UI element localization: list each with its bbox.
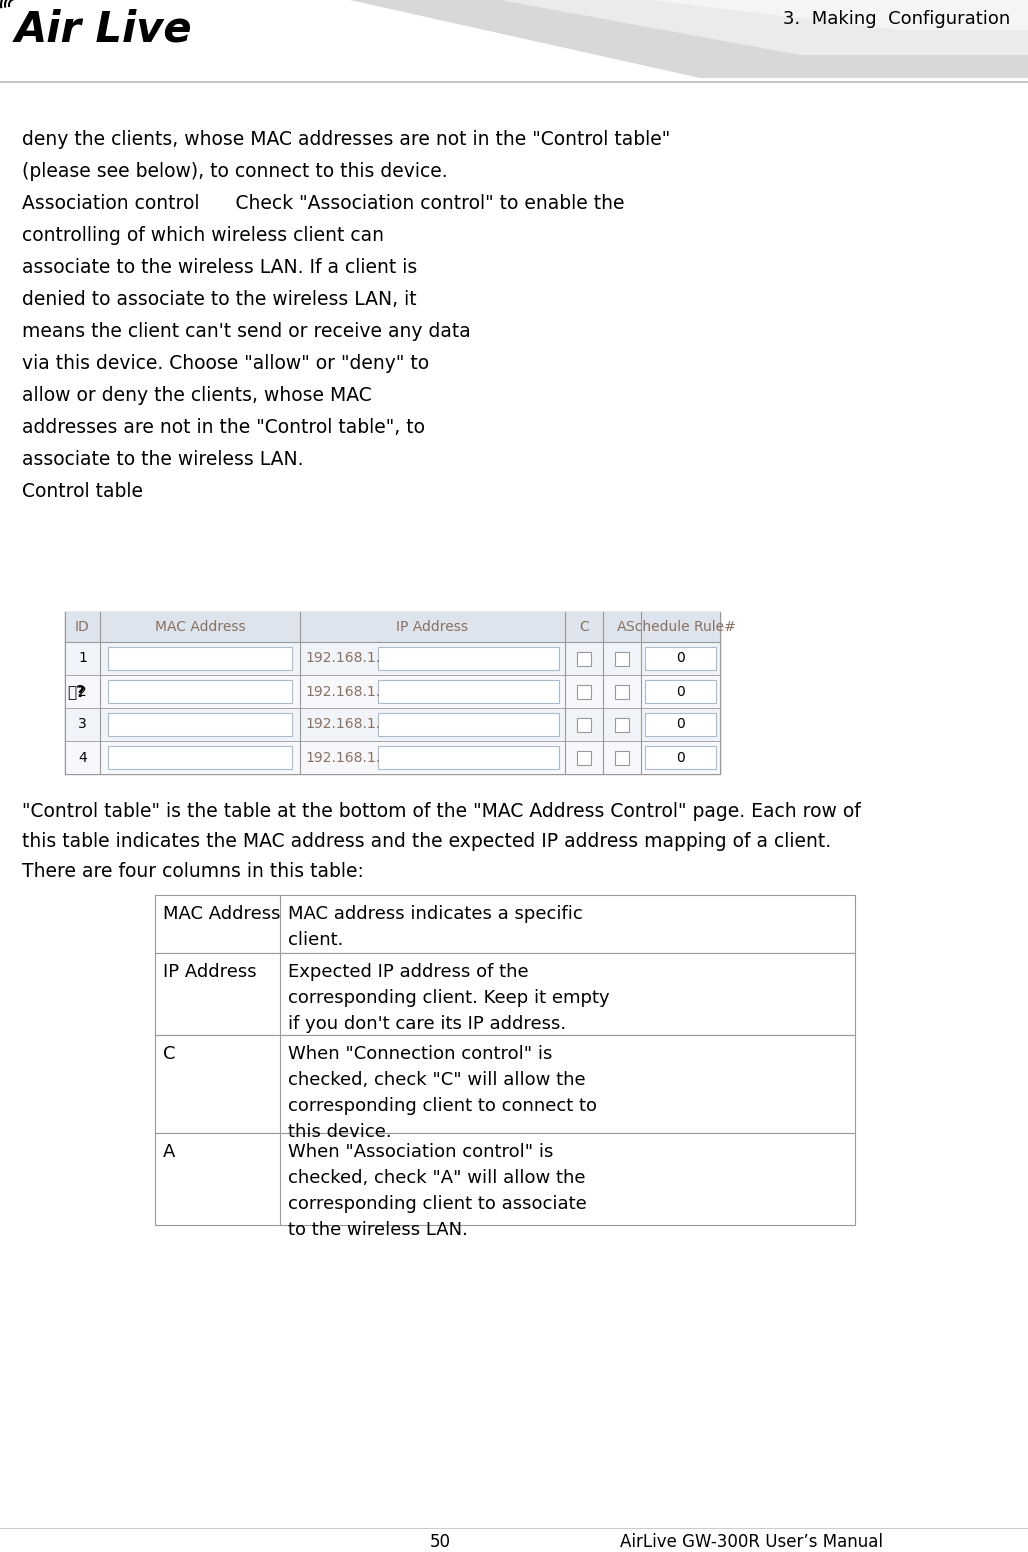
Text: 3.  Making  Configuration: 3. Making Configuration: [782, 9, 1009, 28]
Text: 3: 3: [78, 717, 87, 731]
FancyBboxPatch shape: [577, 684, 591, 698]
Text: associate to the wireless LAN. If a client is: associate to the wireless LAN. If a clie…: [22, 258, 417, 276]
Polygon shape: [650, 0, 1028, 29]
Text: this table indicates the MAC address and the expected IP address mapping of a cl: this table indicates the MAC address and…: [22, 832, 831, 850]
Text: A: A: [617, 619, 627, 635]
Text: MAC address indicates a specific: MAC address indicates a specific: [288, 905, 583, 923]
FancyBboxPatch shape: [615, 751, 629, 765]
Text: 192.168.1.: 192.168.1.: [305, 717, 380, 731]
Text: AirLive GW-300R User’s Manual: AirLive GW-300R User’s Manual: [620, 1533, 883, 1550]
FancyBboxPatch shape: [378, 647, 559, 670]
Text: C: C: [579, 619, 589, 635]
Text: (please see below), to connect to this device.: (please see below), to connect to this d…: [22, 161, 447, 182]
Text: When "Association control" is: When "Association control" is: [288, 1142, 553, 1161]
Text: corresponding client to connect to: corresponding client to connect to: [288, 1097, 597, 1114]
FancyBboxPatch shape: [378, 712, 559, 736]
FancyBboxPatch shape: [65, 611, 720, 774]
FancyBboxPatch shape: [108, 647, 292, 670]
Text: Air Live: Air Live: [15, 8, 192, 50]
FancyBboxPatch shape: [378, 747, 559, 768]
FancyBboxPatch shape: [155, 953, 855, 1035]
FancyBboxPatch shape: [378, 680, 559, 703]
Text: ID: ID: [75, 619, 89, 635]
Text: via this device. Choose "allow" or "deny" to: via this device. Choose "allow" or "deny…: [22, 354, 429, 372]
Text: corresponding client. Keep it empty: corresponding client. Keep it empty: [288, 989, 610, 1007]
FancyBboxPatch shape: [65, 675, 720, 708]
FancyBboxPatch shape: [577, 717, 591, 731]
Text: client.: client.: [288, 931, 343, 948]
Text: associate to the wireless LAN.: associate to the wireless LAN.: [22, 450, 303, 469]
FancyBboxPatch shape: [108, 747, 292, 768]
Text: controlling of which wireless client can: controlling of which wireless client can: [22, 227, 384, 245]
FancyBboxPatch shape: [155, 1035, 855, 1133]
Text: Schedule Rule#: Schedule Rule#: [626, 619, 735, 635]
Text: 4: 4: [78, 751, 87, 765]
FancyBboxPatch shape: [615, 652, 629, 666]
Text: this device.: this device.: [288, 1124, 392, 1141]
Polygon shape: [500, 0, 1028, 54]
Text: addresses are not in the "Control table", to: addresses are not in the "Control table"…: [22, 417, 425, 438]
Text: 192.168.1.: 192.168.1.: [305, 751, 380, 765]
FancyBboxPatch shape: [65, 643, 720, 675]
Text: Control table: Control table: [22, 483, 143, 501]
Text: 0: 0: [676, 717, 685, 731]
Text: MAC Address: MAC Address: [154, 619, 246, 635]
FancyBboxPatch shape: [108, 680, 292, 703]
FancyBboxPatch shape: [645, 647, 715, 670]
Text: MAC Address: MAC Address: [163, 905, 281, 923]
FancyBboxPatch shape: [155, 1133, 855, 1225]
Text: IP Address: IP Address: [163, 962, 257, 981]
Polygon shape: [350, 0, 1028, 78]
Text: 192.168.1.: 192.168.1.: [305, 684, 380, 698]
Text: deny the clients, whose MAC addresses are not in the "Control table": deny the clients, whose MAC addresses ar…: [22, 130, 670, 149]
FancyBboxPatch shape: [65, 740, 720, 774]
Text: There are four columns in this table:: There are four columns in this table:: [22, 861, 364, 882]
FancyBboxPatch shape: [108, 712, 292, 736]
Text: Expected IP address of the: Expected IP address of the: [288, 962, 528, 981]
FancyBboxPatch shape: [645, 712, 715, 736]
FancyBboxPatch shape: [577, 652, 591, 666]
Text: to the wireless LAN.: to the wireless LAN.: [288, 1221, 468, 1238]
Text: 0: 0: [676, 652, 685, 666]
Text: A: A: [163, 1142, 176, 1161]
FancyBboxPatch shape: [577, 751, 591, 765]
Text: 0: 0: [676, 751, 685, 765]
Text: denied to associate to the wireless LAN, it: denied to associate to the wireless LAN,…: [22, 290, 416, 309]
Text: 2: 2: [78, 684, 87, 698]
FancyBboxPatch shape: [155, 896, 855, 953]
Text: 50: 50: [430, 1533, 450, 1550]
Text: "Control table" is the table at the bottom of the "MAC Address Control" page. Ea: "Control table" is the table at the bott…: [22, 802, 860, 821]
FancyBboxPatch shape: [65, 708, 720, 740]
FancyBboxPatch shape: [615, 684, 629, 698]
Text: ⮤?: ⮤?: [67, 684, 85, 698]
Text: IP Address: IP Address: [397, 619, 469, 635]
Text: corresponding client to associate: corresponding client to associate: [288, 1195, 587, 1214]
Text: 0: 0: [676, 684, 685, 698]
Text: 192.168.1.: 192.168.1.: [305, 652, 380, 666]
Text: checked, check "A" will allow the: checked, check "A" will allow the: [288, 1169, 586, 1187]
FancyBboxPatch shape: [645, 747, 715, 768]
Text: allow or deny the clients, whose MAC: allow or deny the clients, whose MAC: [22, 386, 372, 405]
Text: if you don't care its IP address.: if you don't care its IP address.: [288, 1015, 566, 1034]
Text: Association control      Check "Association control" to enable the: Association control Check "Association c…: [22, 194, 624, 213]
FancyBboxPatch shape: [615, 717, 629, 731]
FancyBboxPatch shape: [65, 611, 720, 643]
Text: 1: 1: [78, 652, 87, 666]
FancyBboxPatch shape: [645, 680, 715, 703]
Text: C: C: [163, 1044, 176, 1063]
Text: When "Connection control" is: When "Connection control" is: [288, 1044, 552, 1063]
Text: means the client can't send or receive any data: means the client can't send or receive a…: [22, 321, 471, 341]
Text: checked, check "C" will allow the: checked, check "C" will allow the: [288, 1071, 586, 1090]
